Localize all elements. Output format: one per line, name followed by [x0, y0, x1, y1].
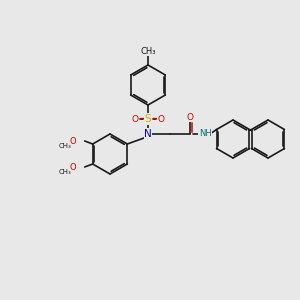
Text: N: N [144, 129, 152, 139]
Text: S: S [145, 114, 151, 124]
Text: O: O [69, 136, 76, 146]
Text: O: O [69, 163, 76, 172]
Text: O: O [131, 115, 139, 124]
Text: O: O [187, 112, 194, 122]
Text: CH₃: CH₃ [140, 46, 156, 56]
Text: CH₃: CH₃ [58, 169, 71, 175]
Text: O: O [158, 115, 164, 124]
Text: CH₃: CH₃ [58, 143, 71, 149]
Text: NH: NH [199, 130, 212, 139]
